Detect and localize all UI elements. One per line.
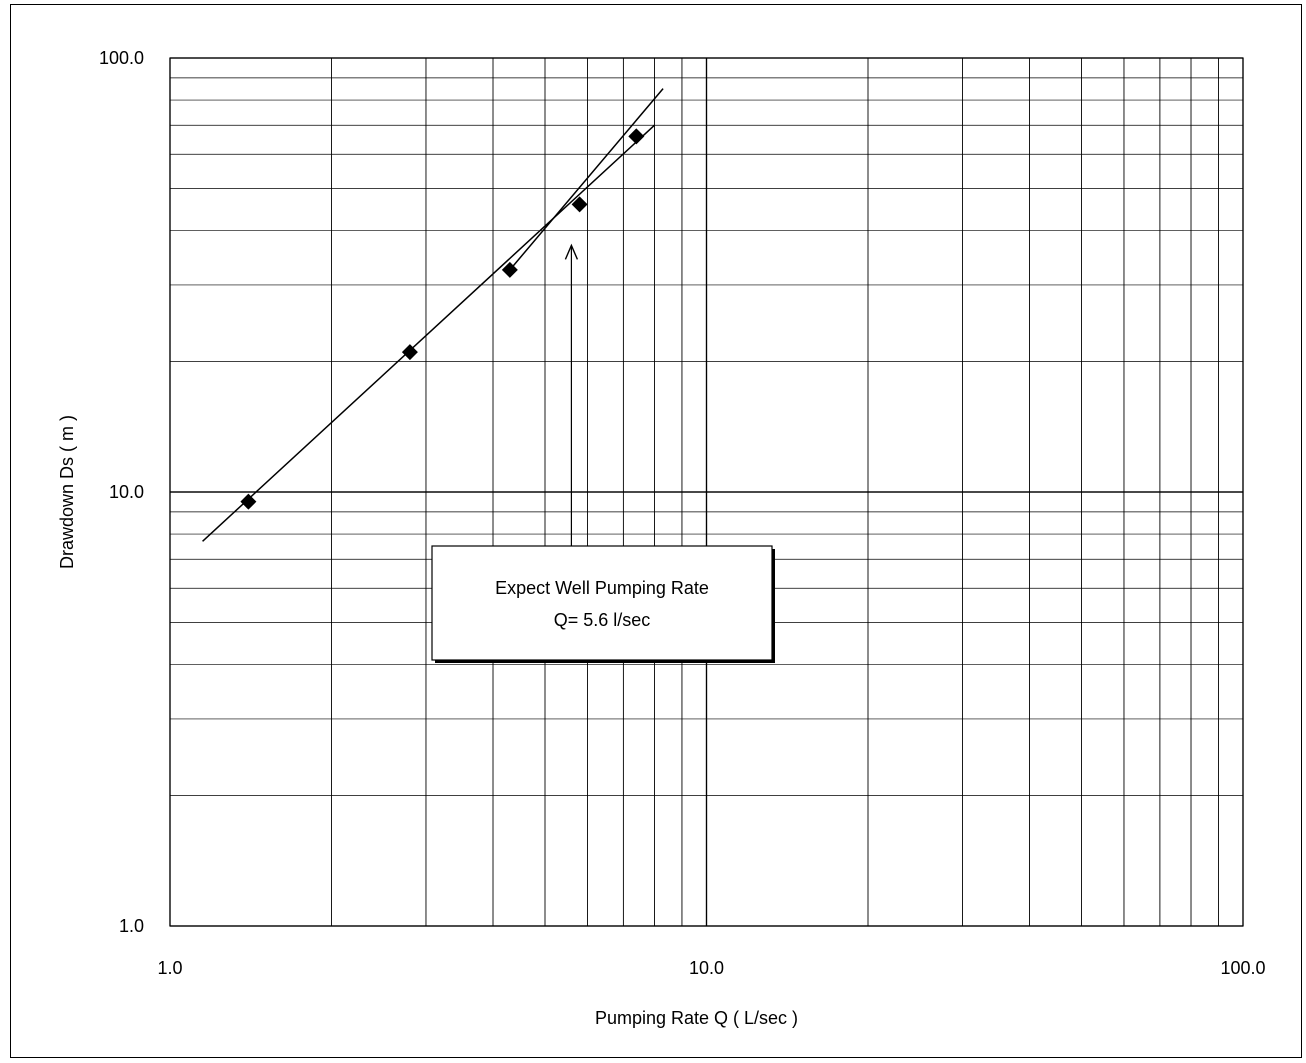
annotation-line-1: Expect Well Pumping Rate — [495, 578, 709, 598]
data-point — [401, 344, 418, 361]
data-point — [571, 196, 588, 213]
annotation-line-2: Q= 5.6 l/sec — [554, 610, 651, 630]
annotation: Expect Well Pumping Rate Q= 5.6 l/sec — [431, 243, 775, 663]
x-tick-label: 10.0 — [689, 958, 724, 978]
y-axis-title: Drawdown Ds ( m ) — [57, 415, 77, 569]
annotation-box — [431, 545, 773, 661]
data-points — [240, 128, 645, 510]
y-tick-label: 10.0 — [109, 482, 144, 502]
tick-labels: 1.0 10.0 100.0 1.0 10.0 100.0 — [99, 48, 1266, 978]
fit-lines — [202, 88, 664, 542]
data-point — [501, 261, 518, 278]
x-tick-label: 100.0 — [1220, 958, 1265, 978]
fit-line — [509, 88, 664, 271]
data-point — [240, 493, 257, 510]
grid — [169, 57, 1244, 927]
chart-frame — [10, 4, 1302, 1058]
y-tick-label: 1.0 — [119, 916, 144, 936]
y-tick-label: 100.0 — [99, 48, 144, 68]
fit-line — [202, 124, 656, 542]
x-axis-title: Pumping Rate Q ( L/sec ) — [595, 1008, 798, 1028]
plot-border — [169, 57, 1244, 927]
data-point — [628, 128, 645, 145]
annotation-arrow-head — [564, 243, 579, 260]
x-tick-label: 1.0 — [157, 958, 182, 978]
